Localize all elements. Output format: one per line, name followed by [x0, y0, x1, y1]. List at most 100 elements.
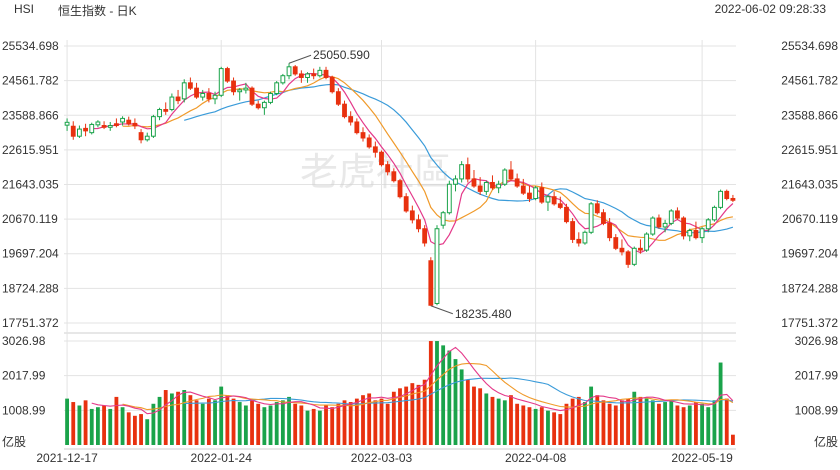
candle-body [212, 94, 218, 100]
candle-body [422, 228, 428, 244]
grid-lines [64, 40, 736, 450]
candle-body [446, 183, 452, 214]
candle-body [323, 69, 329, 78]
candle-body [730, 197, 736, 201]
price-tick-right: 22615.951 [781, 143, 838, 157]
volume-bar [502, 400, 507, 445]
candle-body [77, 128, 82, 137]
candle-body [681, 217, 687, 237]
volume-bar [280, 400, 285, 445]
candle-body [607, 222, 613, 239]
candle-body [268, 93, 273, 103]
candle-body [613, 237, 619, 249]
annotation-leader [288, 54, 312, 64]
candle-body [120, 117, 125, 123]
volume-bar [410, 383, 415, 445]
price-tick-left: 21643.035 [2, 178, 59, 192]
volume-bar [311, 408, 316, 445]
volume-bar [324, 405, 328, 445]
volume-bar [478, 388, 483, 445]
date-tick: 2022-03-03 [351, 451, 413, 465]
candle-body [83, 127, 88, 132]
candle-body [545, 196, 551, 203]
volume-bar [398, 388, 402, 445]
candle-body [354, 121, 360, 134]
volume-bar [305, 410, 310, 445]
volume-bar [95, 407, 100, 445]
candle-body [675, 210, 680, 219]
volume-bar [231, 398, 236, 445]
volume-bar [626, 398, 631, 445]
candle-body [206, 93, 212, 100]
volume-bar [145, 419, 150, 445]
candle-body [107, 125, 113, 128]
volume-bar [163, 390, 168, 445]
candle-body [397, 180, 403, 198]
volume-bar [601, 400, 606, 445]
volume-bar [564, 403, 569, 445]
date-axis: 2021-12-17 2022-01-24 2022-03-03 2022-04-08… [36, 451, 733, 465]
volume-bar [576, 396, 581, 445]
candle-body [638, 247, 643, 251]
volume-bar [120, 407, 125, 445]
candle-body [416, 219, 421, 230]
volume-bar [71, 402, 76, 445]
volume-bar [416, 384, 421, 445]
volume-bar [256, 403, 261, 445]
candle-body [557, 203, 563, 208]
candle-body [348, 116, 354, 123]
volume-bars [65, 341, 735, 445]
candle-body [101, 125, 107, 128]
candle-body [150, 116, 156, 137]
volume-bar [250, 400, 254, 445]
candle-body [588, 203, 594, 233]
volume-bar [595, 395, 600, 445]
volume-bar [700, 403, 705, 445]
volume-bar [613, 405, 618, 445]
volume-bar [89, 408, 94, 445]
volume-bar [515, 403, 520, 445]
volume-tick-right: 亿股 [814, 434, 838, 449]
volume-bar [243, 405, 248, 445]
volume-bar [546, 410, 550, 445]
volume-bar [675, 405, 680, 445]
datetime-label: 2022-06-02 09:28:33 [714, 2, 826, 16]
volume-bar [132, 415, 137, 445]
volume-bar [262, 407, 267, 445]
candle-body [231, 80, 236, 93]
volume-bar [200, 403, 205, 445]
candle-body [200, 93, 206, 98]
volume-bar [570, 398, 575, 445]
candle-body [718, 190, 723, 208]
volume-bar [361, 395, 365, 445]
volume-bar [126, 412, 131, 445]
price-tick-left: 20670.119 [2, 212, 58, 226]
volume-bar [268, 405, 273, 445]
volume-bar [459, 369, 464, 445]
price-tick-left: 22615.951 [2, 143, 59, 157]
candle-body [187, 82, 193, 89]
candle-body [687, 230, 693, 237]
candle-body [224, 68, 230, 82]
candle-body [237, 89, 243, 93]
candle-body [249, 87, 255, 105]
candle-body [379, 151, 384, 166]
candle-body [459, 164, 465, 180]
volume-bar [620, 400, 624, 445]
candle-body [70, 125, 76, 137]
volume-bar [422, 379, 427, 445]
volume-bar [484, 393, 489, 445]
volume-bar [206, 398, 211, 445]
candle-body [440, 212, 446, 226]
volume-bar [687, 405, 692, 445]
volume-bar [447, 350, 452, 445]
candle-body [496, 183, 502, 189]
candle-body [126, 119, 132, 125]
candle-body [434, 228, 440, 304]
volume-bar [724, 398, 729, 445]
volume-bar [404, 386, 409, 445]
candle-body [527, 192, 532, 199]
candles [64, 63, 736, 306]
volume-ma-lines [91, 346, 734, 415]
candle-body [95, 121, 101, 126]
